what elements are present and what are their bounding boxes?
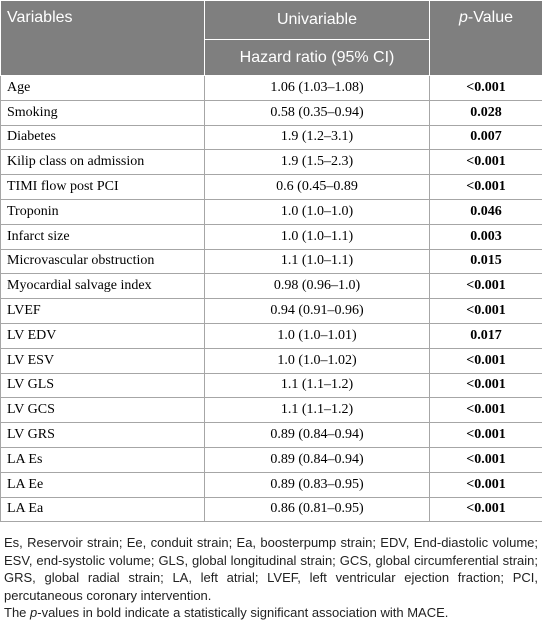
table-row: Kilip class on admission 1.9 (1.5–2.3) <0.… bbox=[0, 149, 542, 176]
cell-hazard-ratio: 0.94 (0.91–0.96) bbox=[204, 298, 430, 324]
cell-p-value: <0.001 bbox=[429, 174, 542, 200]
cell-p-value: <0.001 bbox=[429, 397, 542, 424]
cell-variable: LA Ee bbox=[0, 471, 205, 498]
cell-variable: LA Ea bbox=[0, 496, 205, 523]
cell-p-value: 0.028 bbox=[429, 99, 542, 126]
cell-hazard-ratio: 1.06 (1.03–1.08) bbox=[204, 75, 430, 101]
header-hazard-ratio: Hazard ratio (95% CI) bbox=[204, 39, 430, 76]
cell-hazard-ratio: 1.1 (1.1–1.2) bbox=[204, 372, 430, 399]
table-row: Microvascular obstruction 1.1 (1.0–1.1) 0.… bbox=[0, 248, 542, 275]
table-row: Smoking 0.58 (0.35–0.94) 0.028 bbox=[0, 99, 542, 126]
cell-variable: LV EDV bbox=[0, 322, 205, 349]
cell-hazard-ratio: 1.0 (1.0–1.1) bbox=[204, 223, 430, 250]
cell-hazard-ratio: 0.89 (0.84–0.94) bbox=[204, 422, 430, 448]
cell-p-value: <0.001 bbox=[429, 422, 542, 448]
cell-variable: LV GRS bbox=[0, 422, 205, 448]
cell-p-value: <0.001 bbox=[429, 446, 542, 473]
header-variables: Variables bbox=[0, 0, 205, 76]
cell-p-value: <0.001 bbox=[429, 471, 542, 498]
cell-hazard-ratio: 1.9 (1.5–2.3) bbox=[204, 149, 430, 176]
table-row: TIMI flow post PCI 0.6 (0.45–0.89 <0.001 bbox=[0, 174, 542, 200]
cell-variable: Smoking bbox=[0, 99, 205, 126]
table-row: Myocardial salvage index 0.98 (0.96–1.0) <… bbox=[0, 273, 542, 300]
cell-hazard-ratio: 0.6 (0.45–0.89 bbox=[204, 174, 430, 200]
bold-note-p: p bbox=[30, 605, 38, 621]
cell-hazard-ratio: 1.1 (1.1–1.2) bbox=[204, 397, 430, 424]
cell-hazard-ratio: 1.9 (1.2–3.1) bbox=[204, 124, 430, 151]
cell-variable: Infarct size bbox=[0, 223, 205, 250]
cell-variable: Microvascular obstruction bbox=[0, 248, 205, 275]
table-body: Age 1.06 (1.03–1.08) <0.001 Smoking 0.58 (0.… bbox=[0, 75, 542, 523]
cell-p-value: <0.001 bbox=[429, 273, 542, 300]
table-row: LVEF 0.94 (0.91–0.96) <0.001 bbox=[0, 298, 542, 324]
table-row: LV ESV 1.0 (1.0–1.02) <0.001 bbox=[0, 347, 542, 374]
header-p-value: p-Value bbox=[429, 0, 542, 76]
cell-p-value: <0.001 bbox=[429, 298, 542, 324]
cell-variable: Troponin bbox=[0, 198, 205, 225]
header-p-rest: -Value bbox=[467, 9, 513, 26]
table-row: LA Ea 0.86 (0.81–0.95) <0.001 bbox=[0, 496, 542, 523]
cell-hazard-ratio: 1.0 (1.0–1.0) bbox=[204, 198, 430, 225]
table-row: LV EDV 1.0 (1.0–1.01) 0.017 bbox=[0, 322, 542, 349]
cell-p-value: <0.001 bbox=[429, 75, 542, 101]
cell-p-value: 0.007 bbox=[429, 124, 542, 151]
table-header: Variables Univariable p-Value Hazard rat… bbox=[0, 0, 542, 76]
bold-note-rest: -values in bold indicate a statistically… bbox=[37, 605, 449, 621]
cell-hazard-ratio: 0.89 (0.83–0.95) bbox=[204, 471, 430, 498]
table-row: Diabetes 1.9 (1.2–3.1) 0.007 bbox=[0, 124, 542, 151]
bold-note-prefix: The bbox=[4, 605, 31, 621]
header-p-letter: p bbox=[459, 9, 468, 26]
cell-variable: Kilip class on admission bbox=[0, 149, 205, 176]
cell-variable: LA Es bbox=[0, 446, 205, 473]
table-row: LV GRS 0.89 (0.84–0.94) <0.001 bbox=[0, 422, 542, 448]
header-univariable: Univariable bbox=[204, 0, 430, 40]
cell-p-value: 0.017 bbox=[429, 322, 542, 349]
cell-variable: LV GCS bbox=[0, 397, 205, 424]
table-row: Troponin 1.0 (1.0–1.0) 0.046 bbox=[0, 198, 542, 225]
cell-p-value: <0.001 bbox=[429, 149, 542, 176]
table-row: LV GLS 1.1 (1.1–1.2) <0.001 bbox=[0, 372, 542, 399]
cell-p-value: <0.001 bbox=[429, 372, 542, 399]
cell-variable: LV ESV bbox=[0, 347, 205, 374]
table-row: LA Ee 0.89 (0.83–0.95) <0.001 bbox=[0, 471, 542, 498]
cell-variable: Myocardial salvage index bbox=[0, 273, 205, 300]
cell-variable: LV GLS bbox=[0, 372, 205, 399]
cell-p-value: 0.015 bbox=[429, 248, 542, 275]
bold-note: The p-values in bold indicate a statisti… bbox=[4, 604, 538, 622]
table-row: Age 1.06 (1.03–1.08) <0.001 bbox=[0, 75, 542, 101]
table-row: LA Es 0.89 (0.84–0.94) <0.001 bbox=[0, 446, 542, 473]
cell-hazard-ratio: 1.0 (1.0–1.02) bbox=[204, 347, 430, 374]
cell-hazard-ratio: 0.58 (0.35–0.94) bbox=[204, 99, 430, 126]
cell-p-value: 0.003 bbox=[429, 223, 542, 250]
cell-hazard-ratio: 0.89 (0.84–0.94) bbox=[204, 446, 430, 473]
cell-p-value: <0.001 bbox=[429, 347, 542, 374]
table-row: LV GCS 1.1 (1.1–1.2) <0.001 bbox=[0, 397, 542, 424]
cell-hazard-ratio: 0.86 (0.81–0.95) bbox=[204, 496, 430, 523]
cell-hazard-ratio: 1.1 (1.0–1.1) bbox=[204, 248, 430, 275]
cell-variable: Diabetes bbox=[0, 124, 205, 151]
cell-variable: Age bbox=[0, 75, 205, 101]
table-row: Infarct size 1.0 (1.0–1.1) 0.003 bbox=[0, 223, 542, 250]
cell-p-value: <0.001 bbox=[429, 496, 542, 523]
cell-hazard-ratio: 0.98 (0.96–1.0) bbox=[204, 273, 430, 300]
abbreviations-note: Es, Reservoir strain; Ee, conduit strain… bbox=[4, 535, 538, 603]
cell-p-value: 0.046 bbox=[429, 198, 542, 225]
table-footnotes: Es, Reservoir strain; Ee, conduit strain… bbox=[0, 522, 542, 622]
cell-hazard-ratio: 1.0 (1.0–1.01) bbox=[204, 322, 430, 349]
cell-variable: LVEF bbox=[0, 298, 205, 324]
hazard-ratio-table: Variables Univariable p-Value Hazard rat… bbox=[0, 0, 542, 523]
cell-variable: TIMI flow post PCI bbox=[0, 174, 205, 200]
